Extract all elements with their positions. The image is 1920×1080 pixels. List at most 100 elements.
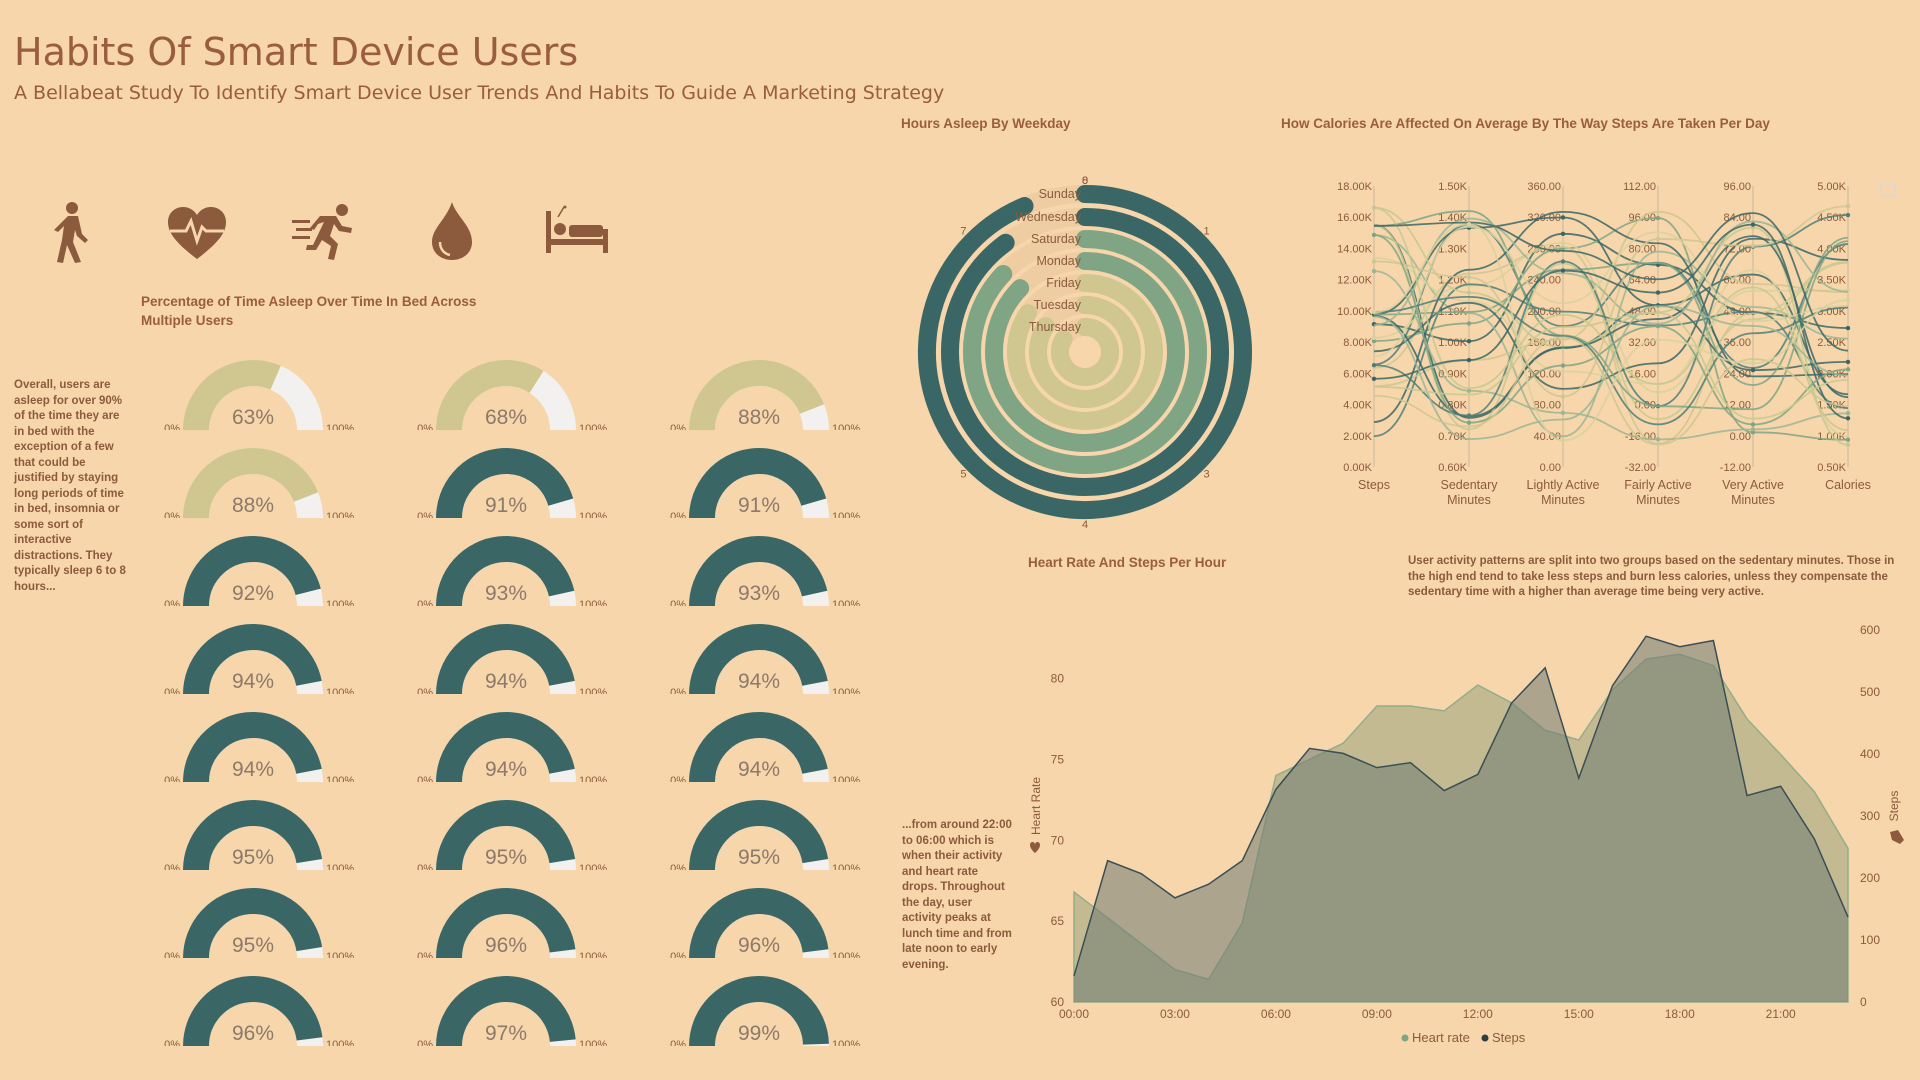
legend-heart-marker — [1401, 1034, 1409, 1042]
parallel-tick: -32.00 — [1625, 462, 1656, 474]
gauge-max: 100% — [832, 511, 860, 518]
gauge-min: 0% — [417, 511, 433, 518]
radial-category-label: Tuesday — [1034, 298, 1082, 312]
radial-category-label: Saturday — [1031, 232, 1082, 246]
gauge-fill — [689, 448, 827, 518]
gauge-value: 88% — [738, 406, 780, 429]
gauge-15: 94% 0% 100% — [670, 712, 860, 782]
parallel-point — [1750, 361, 1756, 366]
area-x-tick: 12:00 — [1463, 1007, 1493, 1021]
parallel-tick: 0.50K — [1817, 462, 1846, 474]
gauge-value: 93% — [738, 582, 780, 605]
gauge-value: 94% — [485, 670, 527, 693]
gauge-max: 100% — [326, 951, 354, 958]
parallel-tick: -12.00 — [1720, 462, 1751, 474]
parallel-point — [1371, 268, 1377, 274]
parallel-point — [1466, 275, 1472, 280]
radial-category-label: Thursday — [1029, 320, 1082, 334]
parallel-point — [1371, 259, 1377, 264]
gauge-value: 93% — [485, 582, 527, 605]
parallel-point — [1371, 309, 1377, 315]
parallel-tick: 96.00 — [1723, 181, 1751, 193]
gauge-19: 95% 0% 100% — [164, 888, 354, 958]
gauge-fill — [183, 536, 321, 606]
parallel-axis-label: Calories — [1825, 478, 1871, 492]
gauge-max: 100% — [579, 511, 607, 518]
parallel-point — [1750, 222, 1756, 227]
page-title: Habits Of Smart Device Users — [14, 30, 579, 74]
gauge-value: 95% — [485, 846, 527, 869]
parallel-point — [1845, 298, 1851, 303]
radial-tick: 8 — [1082, 175, 1088, 187]
gauge-value: 94% — [738, 670, 780, 693]
walking-icon — [54, 202, 88, 263]
parallel-tick: 1.50K — [1438, 181, 1467, 193]
parallel-point — [1845, 416, 1851, 421]
gauge-value: 94% — [738, 758, 780, 781]
area-x-tick: 00:00 — [1059, 1007, 1089, 1021]
gauge-7: 92% 0% 100% — [164, 536, 354, 606]
parallel-point — [1655, 236, 1661, 242]
radial-tick: 3 — [1204, 469, 1210, 481]
radial-tick: 5 — [960, 469, 966, 481]
gauge-fill — [436, 888, 576, 958]
gauge-max: 100% — [832, 687, 860, 694]
parallel-point — [1845, 442, 1851, 447]
parallel-point — [1560, 438, 1566, 443]
parallel-axis-label: Minutes — [1636, 493, 1680, 507]
parallel-axis-label: Minutes — [1731, 493, 1775, 507]
parallel-tick: 200.00 — [1527, 306, 1561, 318]
gauge-max: 100% — [832, 775, 860, 782]
gauge-12: 94% 0% 100% — [670, 624, 860, 694]
radial-category-label: Friday — [1046, 276, 1081, 290]
gauge-min: 0% — [164, 423, 180, 430]
gauge-max: 100% — [579, 423, 607, 430]
focus-mode-icon[interactable] — [1880, 183, 1896, 197]
area-left-tick: 80 — [1051, 672, 1065, 686]
gauge-9: 93% 0% 100% — [670, 536, 860, 606]
area-x-tick: 18:00 — [1665, 1007, 1695, 1021]
parallel-point — [1466, 321, 1472, 326]
parallel-tick: 4.50K — [1817, 212, 1846, 224]
gauge-value: 97% — [485, 1022, 527, 1045]
gauge-fill — [183, 712, 322, 782]
gauge-fill — [689, 976, 829, 1046]
parallel-tick: 10.00K — [1337, 306, 1373, 318]
parallel-user-line — [1373, 217, 1849, 326]
gauge-max: 100% — [326, 511, 354, 518]
sleep-bed-icon — [546, 205, 608, 253]
parallel-user-line — [1373, 223, 1849, 442]
radial-bar-tuesday — [1029, 296, 1141, 408]
area-left-tick: 75 — [1051, 752, 1065, 766]
parallel-point — [1845, 325, 1851, 331]
gauge-8: 93% 0% 100% — [417, 536, 607, 606]
parallel-tick: 12.00K — [1337, 275, 1373, 287]
parallel-tick: 360.00 — [1527, 181, 1561, 193]
gauge-max: 100% — [326, 1039, 354, 1046]
parallel-point — [1655, 290, 1661, 295]
parallel-chart-title: How Calories Are Affected On Average By … — [1281, 116, 1770, 131]
parallel-user-line — [1373, 210, 1849, 423]
parallel-point — [1371, 362, 1377, 368]
gauge-14: 94% 0% 100% — [417, 712, 607, 782]
heart-rate-icon — [168, 207, 226, 259]
parallel-user-line — [1373, 312, 1849, 420]
gauge-min: 0% — [417, 687, 433, 694]
gauge-fill — [183, 800, 323, 870]
gauge-max: 100% — [579, 951, 607, 958]
gauge-max: 100% — [832, 423, 860, 430]
gauge-20: 96% 0% 100% — [417, 888, 607, 958]
gauge-fill — [436, 800, 576, 870]
steps-line — [1073, 635, 1849, 977]
gauge-10: 94% 0% 100% — [164, 624, 354, 694]
heart-note: ...from around 22:00 to 06:00 which is w… — [902, 819, 1012, 971]
gauge-fill — [689, 624, 828, 694]
legend-steps-label: Steps — [1492, 1030, 1526, 1045]
area-right-tick: 500 — [1860, 685, 1880, 699]
gauge-fill — [183, 888, 323, 958]
sleep-note: Overall, users are asleep for over 90% o… — [14, 379, 126, 593]
gauge-min: 0% — [417, 1039, 433, 1046]
legend-heart-label: Heart rate — [1412, 1030, 1470, 1045]
page-subtitle: A Bellabeat Study To Identify Smart Devi… — [14, 82, 945, 104]
parallel-point — [1560, 259, 1566, 264]
